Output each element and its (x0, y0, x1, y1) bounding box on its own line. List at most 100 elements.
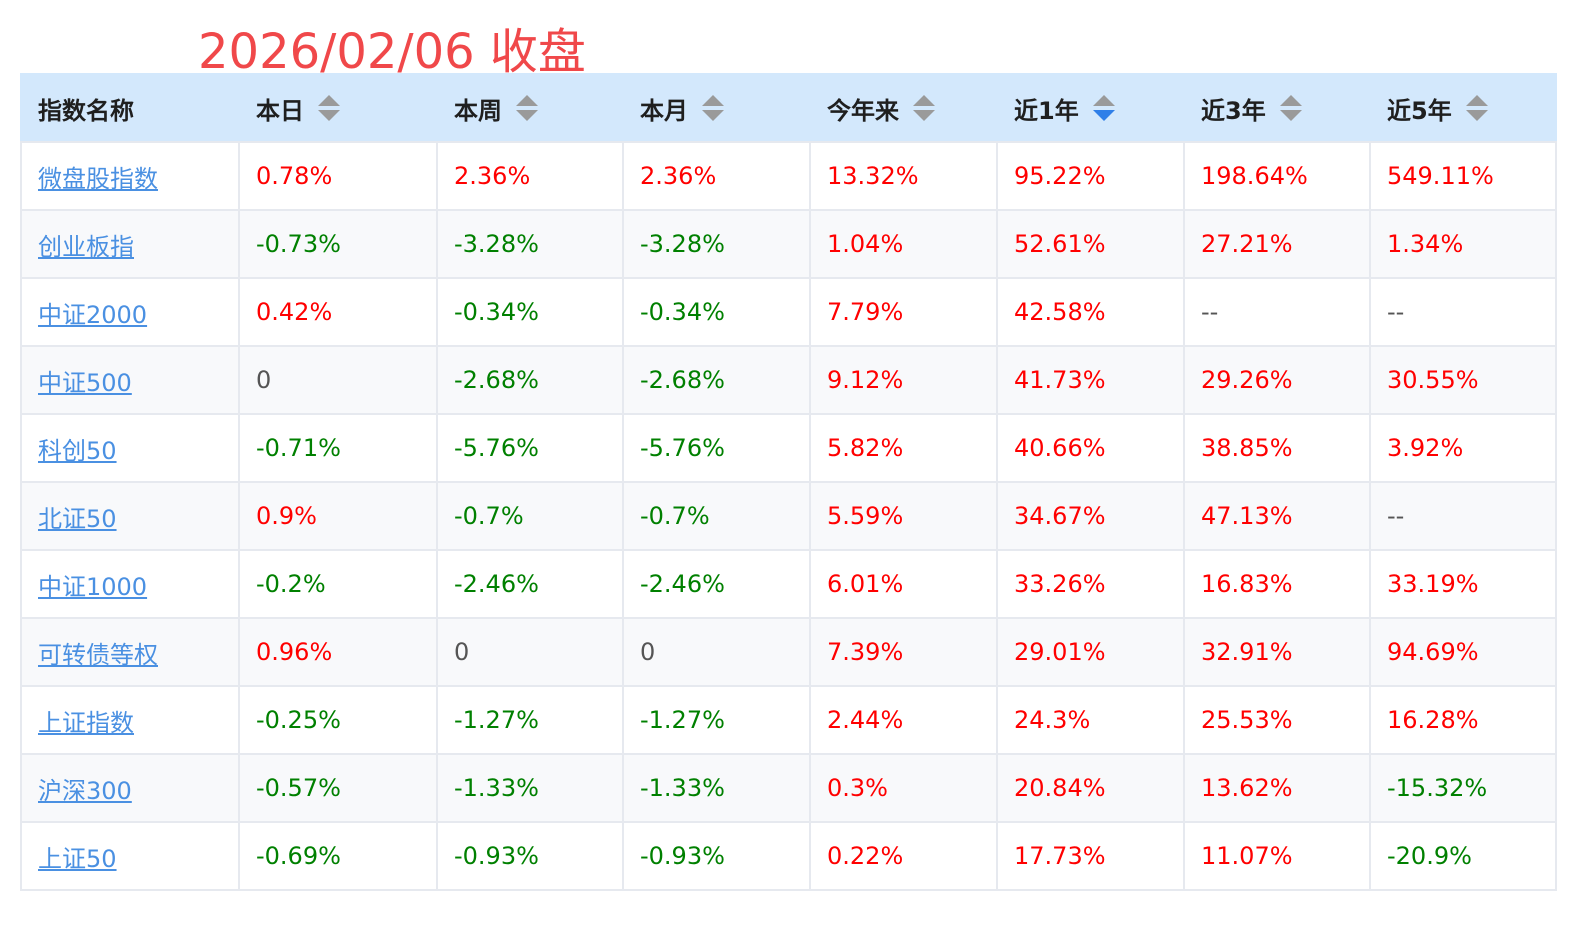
column-header-5y[interactable]: 近5年 (1369, 73, 1557, 143)
table-cell-day: -0.57% (238, 753, 438, 823)
table-cell-ytd: 2.44% (809, 685, 998, 755)
index-name-link[interactable]: 中证500 (38, 368, 132, 397)
return-value: 3.92% (1387, 434, 1464, 462)
return-value: -20.9% (1387, 842, 1472, 870)
return-value: 16.28% (1387, 706, 1479, 734)
return-value: 0.9% (256, 502, 317, 530)
index-name-link[interactable]: 沪深300 (38, 776, 132, 805)
table-cell-5y: 94.69% (1369, 617, 1557, 687)
table-cell-3y: 25.53% (1183, 685, 1371, 755)
sort-up-arrow-icon (913, 95, 935, 106)
return-value: -0.93% (454, 842, 539, 870)
table-cell-day: -0.25% (238, 685, 438, 755)
sort-down-arrow-icon (913, 110, 935, 121)
column-header-month[interactable]: 本月 (622, 73, 811, 143)
return-value: -0.25% (256, 706, 341, 734)
sort-icon[interactable] (702, 95, 724, 121)
table-cell-5y: -15.32% (1369, 753, 1557, 823)
return-value: 41.73% (1014, 366, 1106, 394)
table-cell-3y: 47.13% (1183, 481, 1371, 551)
index-name-link[interactable]: 科创50 (38, 436, 117, 465)
table-cell-name: 上证指数 (20, 685, 240, 755)
sort-icon[interactable] (516, 95, 538, 121)
return-value: 16.83% (1201, 570, 1293, 598)
return-value: 0.22% (827, 842, 904, 870)
return-value: 2.44% (827, 706, 904, 734)
return-value: 1.04% (827, 230, 904, 258)
table-cell-1y: 24.3% (996, 685, 1185, 755)
index-name-link[interactable]: 创业板指 (38, 232, 134, 261)
table-cell-name: 上证50 (20, 821, 240, 891)
index-name-link[interactable]: 可转债等权 (38, 640, 158, 669)
table-row: 中证1000 -0.2% -2.46% -2.46% 6.01% 33.26% 16.83%… (20, 549, 1557, 619)
return-value: -1.33% (640, 774, 725, 802)
return-value: 5.59% (827, 502, 904, 530)
return-value: 29.26% (1201, 366, 1293, 394)
index-name-link[interactable]: 中证1000 (38, 572, 148, 601)
sort-up-arrow-icon (1092, 95, 1115, 106)
return-value: -0.2% (256, 570, 326, 598)
return-value: -1.27% (454, 706, 539, 734)
table-cell-day: 0 (238, 345, 438, 415)
table-cell-5y: 33.19% (1369, 549, 1557, 619)
index-name-link[interactable]: 上证指数 (38, 708, 134, 737)
column-header-week[interactable]: 本周 (436, 73, 624, 143)
sort-icon[interactable] (1279, 95, 1302, 121)
index-name-link[interactable]: 上证50 (38, 844, 117, 873)
sort-down-arrow-icon (1279, 110, 1302, 121)
return-value: 38.85% (1201, 434, 1293, 462)
table-cell-name: 科创50 (20, 413, 240, 483)
table-cell-3y: -- (1183, 277, 1371, 347)
return-value: 27.21% (1201, 230, 1293, 258)
table-cell-name: 北证50 (20, 481, 240, 551)
page-title: 2026/02/06 收盘 (198, 24, 586, 80)
table-cell-1y: 40.66% (996, 413, 1185, 483)
table-cell-month: -1.33% (622, 753, 811, 823)
sort-down-arrow-icon (318, 110, 340, 121)
table-cell-3y: 32.91% (1183, 617, 1371, 687)
column-header-1y[interactable]: 近1年 (996, 73, 1185, 143)
table-cell-week: 2.36% (436, 141, 624, 211)
table-cell-week: -2.46% (436, 549, 624, 619)
table-cell-1y: 95.22% (996, 141, 1185, 211)
table-cell-month: -1.27% (622, 685, 811, 755)
return-value: -2.46% (454, 570, 539, 598)
table-cell-5y: 30.55% (1369, 345, 1557, 415)
return-value: 34.67% (1014, 502, 1106, 530)
sort-icon[interactable] (318, 95, 340, 121)
return-value: 0.3% (827, 774, 888, 802)
sort-down-arrow-icon (1092, 110, 1115, 121)
sort-icon[interactable] (913, 95, 935, 121)
return-value: 0.42% (256, 298, 333, 326)
column-header-3y[interactable]: 近3年 (1183, 73, 1371, 143)
index-name-link[interactable]: 北证50 (38, 504, 117, 533)
table-cell-day: -0.73% (238, 209, 438, 279)
return-value: 29.01% (1014, 638, 1106, 666)
return-value: -5.76% (454, 434, 539, 462)
table-cell-name: 创业板指 (20, 209, 240, 279)
column-header-name: 指数名称 (20, 73, 240, 143)
table-cell-week: -1.33% (436, 753, 624, 823)
return-value: -0.93% (640, 842, 725, 870)
return-value: 32.91% (1201, 638, 1293, 666)
sort-descending-icon[interactable] (1092, 95, 1115, 121)
return-value: 0 (454, 638, 470, 666)
return-value: 33.19% (1387, 570, 1479, 598)
column-header-ytd[interactable]: 今年来 (809, 73, 998, 143)
table-cell-name: 沪深300 (20, 753, 240, 823)
return-value: -1.33% (454, 774, 539, 802)
index-performance-table: 指数名称 本日 本周 本月 今年来 近1年 近3年 近5年 微盘股指数 0.78% 2.36% 2.… (20, 73, 1557, 891)
return-value: -3.28% (640, 230, 725, 258)
table-cell-week: -0.93% (436, 821, 624, 891)
table-body: 微盘股指数 0.78% 2.36% 2.36% 13.32% 95.22% 198.64% 5… (20, 141, 1557, 891)
sort-icon[interactable] (1465, 95, 1488, 121)
return-value: 11.07% (1201, 842, 1293, 870)
index-name-link[interactable]: 微盘股指数 (38, 164, 158, 193)
return-value: -2.68% (640, 366, 725, 394)
return-value: 13.62% (1201, 774, 1293, 802)
table-cell-1y: 41.73% (996, 345, 1185, 415)
index-name-link[interactable]: 中证2000 (38, 300, 148, 329)
return-value: 47.13% (1201, 502, 1293, 530)
table-cell-month: -5.76% (622, 413, 811, 483)
column-header-day[interactable]: 本日 (238, 73, 438, 143)
